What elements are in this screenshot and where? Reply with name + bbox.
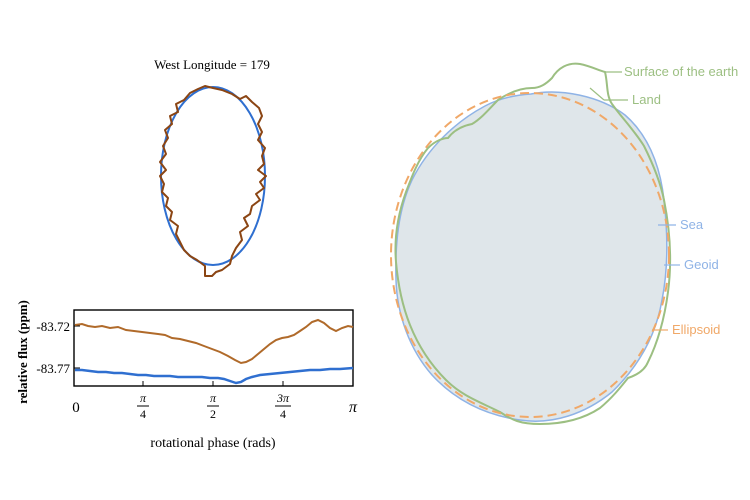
left-panel: West Longitude = 179 -83.72 -83.77 0 π 4… [15,57,358,451]
flux-curve-brown [74,318,354,365]
surface-outline [394,62,672,426]
ellipsoid-outline [390,92,670,418]
x-tick-numerator: 3π [276,391,290,405]
label-geoid: Geoid [684,257,719,272]
x-tick-denominator: 4 [280,407,286,421]
x-tick-numerator: π [140,391,147,405]
x-tick-numerator: π [210,391,217,405]
x-tick-fraction: π 4 [137,391,149,421]
y-axis-label: relative flux (ppm) [15,300,30,404]
geoid-shape [395,91,668,422]
flux-curve-blue [75,366,354,385]
label-sea: Sea [680,217,704,232]
right-panel: Surface of the earth Land Sea Geoid Elli… [390,62,738,426]
label-ellipsoid: Ellipsoid [672,322,720,337]
y-tick-label: -83.72 [36,319,70,334]
shape-outline [159,85,267,277]
x-tick-denominator: 2 [210,407,216,421]
x-tick-fraction: π 2 [207,391,219,421]
panel-title: West Longitude = 179 [154,57,270,72]
x-tick-fraction: 3π 4 [275,391,291,421]
x-axis-label: rotational phase (rads) [150,436,276,451]
x-tick-denominator: 4 [140,407,146,421]
y-tick-label: -83.77 [36,361,70,376]
flux-plot-frame [73,309,354,387]
label-surface: Surface of the earth [624,64,738,79]
x-tick-label: π [349,399,358,416]
x-tick-label: 0 [72,400,80,416]
label-land: Land [632,92,661,107]
